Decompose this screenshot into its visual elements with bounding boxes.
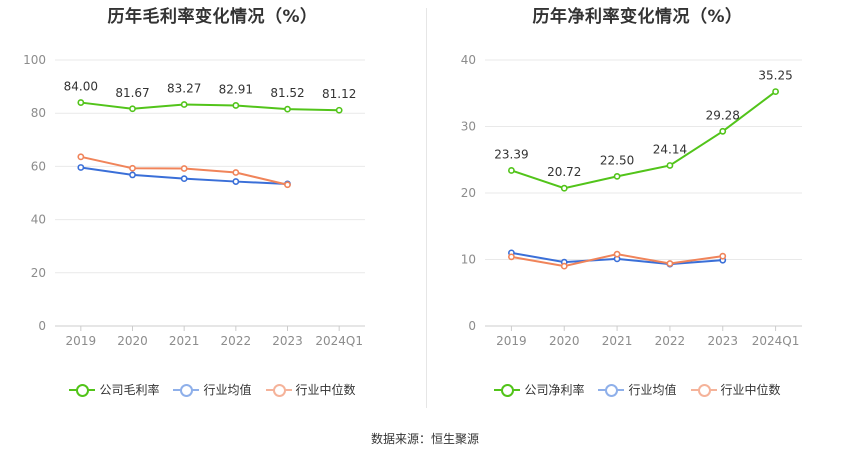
- data-point: [180, 175, 188, 183]
- x-tick-label: 2023: [272, 334, 303, 348]
- gross-margin-chart: 历年毛利率变化情况（%） 0 20 40 60 80 100 2019 2020 2021 202…: [0, 0, 425, 400]
- legend-item-industry-median[interactable]: 行业中位数: [690, 381, 781, 398]
- y-tick-label: 40: [461, 53, 476, 67]
- legend-item-industry-median[interactable]: 行业中位数: [265, 381, 356, 398]
- x-tick-label: 2020: [549, 334, 580, 348]
- data-point: [719, 127, 727, 135]
- legend-item-industry-mean[interactable]: 行业均值: [173, 381, 252, 398]
- legend-label: 行业均值: [628, 383, 677, 397]
- legend-marker-company: [494, 383, 521, 397]
- panel-divider: [426, 8, 427, 408]
- chart-title: 历年毛利率变化情况（%）: [107, 7, 318, 27]
- x-tick-label: 2020: [117, 334, 148, 348]
- data-label: 81.52: [270, 86, 304, 100]
- legend-marker-company: [69, 383, 96, 397]
- legend-label: 行业中位数: [295, 383, 356, 397]
- data-label: 29.28: [706, 108, 740, 122]
- legend-marker-industry-median: [265, 383, 292, 397]
- net-margin-plot: 0 10 20 30 40 2019 2020 2021 2022 2023 2024Q1 23.39…: [461, 53, 802, 348]
- data-label: 81.67: [115, 86, 149, 100]
- data-point: [508, 167, 515, 174]
- legend-item-company[interactable]: 公司净利率: [494, 381, 584, 398]
- data-point: [666, 260, 674, 267]
- net-margin-chart: 历年净利率变化情况（%） 0 10 20 30 40 2019 2020 2021 2022 20…: [425, 0, 850, 400]
- legend: 公司净利率 行业均值 行业中位数: [425, 381, 850, 398]
- data-label: 81.12: [322, 87, 356, 101]
- legend-label: 行业中位数: [720, 383, 781, 397]
- data-point: [180, 101, 188, 108]
- x-tick-label: 2019: [496, 334, 527, 348]
- x-tick-label: 2021: [602, 334, 633, 348]
- x-tick-label: 2024Q1: [315, 334, 363, 348]
- data-label: 22.50: [600, 153, 634, 167]
- legend-label: 公司毛利率: [99, 383, 160, 397]
- gross-margin-plot: 0 20 40 60 80 100 2019 2020 2021 2022 2023 2024Q1 84…: [23, 53, 365, 348]
- data-label: 23.39: [494, 147, 528, 161]
- data-point: [129, 171, 136, 179]
- data-point: [335, 106, 343, 114]
- data-point: [560, 262, 568, 270]
- legend-marker-industry-median: [690, 383, 717, 397]
- data-point: [232, 178, 240, 185]
- data-label: 24.14: [653, 142, 687, 156]
- data-point: [666, 162, 674, 169]
- data-source-note: 数据来源：恒生聚源: [370, 432, 479, 446]
- y-tick-label: 80: [31, 106, 46, 120]
- data-point: [232, 169, 240, 176]
- series-line-0: [80, 101, 340, 112]
- data-point: [77, 164, 85, 171]
- data-point: [719, 252, 727, 260]
- data-label: 20.72: [547, 165, 581, 179]
- legend-item-industry-mean[interactable]: 行业均值: [598, 381, 677, 398]
- data-point: [284, 181, 291, 189]
- data-label: 84.00: [64, 80, 98, 94]
- y-tick-label: 20: [461, 186, 476, 200]
- data-point: [129, 105, 136, 113]
- data-point: [613, 250, 621, 258]
- x-tick-label: 2019: [66, 334, 97, 348]
- x-tick-label: 2022: [221, 334, 252, 348]
- x-tick-label: 2023: [707, 334, 738, 348]
- legend-label: 公司净利率: [524, 383, 585, 397]
- y-tick-label: 100: [23, 53, 46, 67]
- legend: 公司毛利率 行业均值 行业中位数: [0, 381, 425, 398]
- data-point: [772, 88, 779, 95]
- data-point: [129, 164, 136, 172]
- data-point: [508, 253, 515, 261]
- data-point: [284, 105, 291, 113]
- legend-marker-industry-mean: [173, 383, 200, 397]
- y-tick-label: 40: [31, 213, 46, 227]
- y-tick-label: 10: [461, 253, 476, 267]
- data-point: [232, 102, 240, 109]
- data-point: [77, 153, 85, 161]
- legend-item-company[interactable]: 公司毛利率: [69, 381, 159, 398]
- x-tick-label: 2021: [169, 334, 200, 348]
- legend-label: 行业均值: [203, 383, 252, 397]
- data-label: 83.27: [167, 82, 201, 96]
- y-tick-label: 0: [468, 319, 476, 333]
- data-label: 82.91: [219, 82, 253, 96]
- y-tick-label: 30: [461, 120, 476, 134]
- data-point: [560, 184, 568, 192]
- legend-marker-industry-mean: [598, 383, 625, 397]
- chart-title: 历年净利率变化情况（%）: [532, 7, 743, 27]
- series-line-0: [511, 90, 777, 190]
- y-tick-label: 0: [38, 319, 46, 333]
- data-point: [77, 99, 85, 106]
- y-tick-label: 20: [31, 266, 46, 280]
- y-tick-label: 60: [31, 159, 46, 173]
- x-tick-label: 2024Q1: [752, 334, 800, 348]
- data-point: [180, 165, 188, 172]
- data-point: [613, 172, 621, 180]
- x-tick-label: 2022: [655, 334, 686, 348]
- data-label: 35.25: [758, 69, 792, 83]
